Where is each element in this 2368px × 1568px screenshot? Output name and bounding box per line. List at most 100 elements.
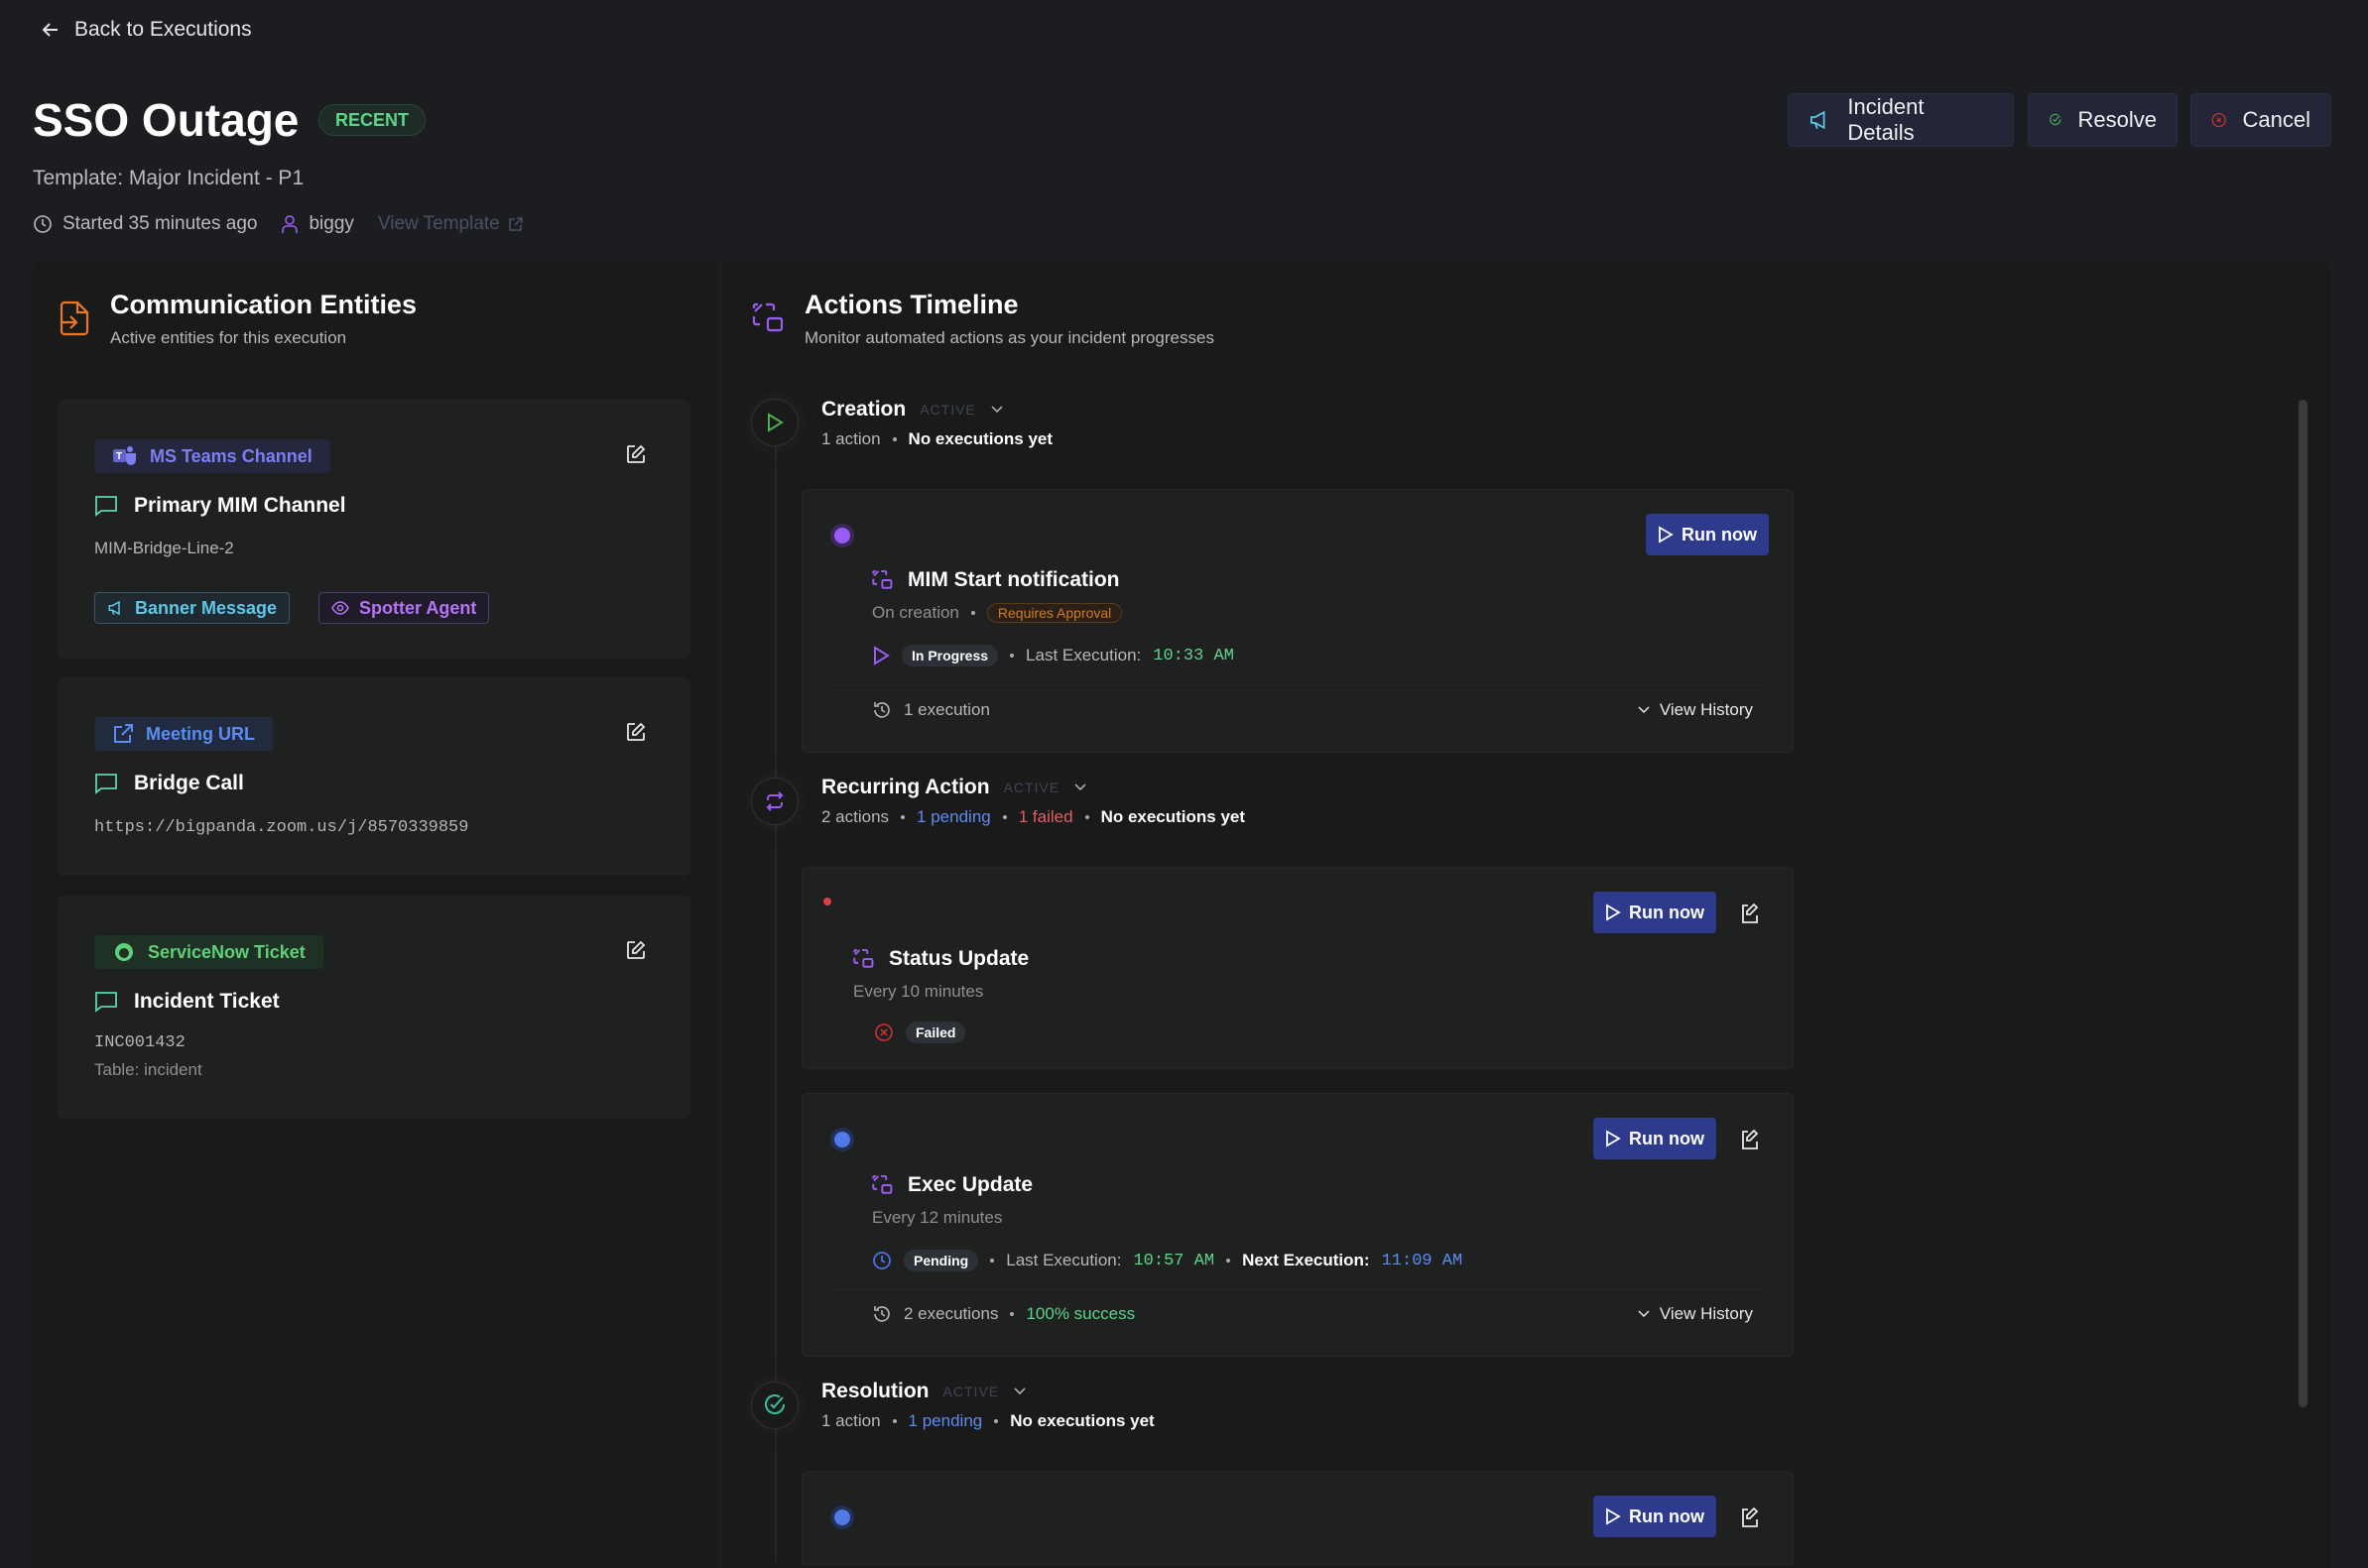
action-status: Pending Last Execution: 10:57 AM Next Ex… [872, 1250, 1462, 1271]
failed-count: 1 failed [1018, 807, 1073, 826]
view-history-label: View History [1659, 1304, 1753, 1323]
page-title: SSO Outage [33, 94, 300, 146]
stage-name: Creation [821, 398, 907, 421]
edit-icon[interactable] [626, 444, 646, 464]
stage-resolution-marker [751, 1382, 799, 1429]
incident-details-button[interactable]: Incident Details [1788, 93, 2014, 147]
action-status: Failed [874, 1022, 966, 1043]
edit-icon[interactable] [1740, 1129, 1760, 1150]
run-now-label: Run now [1629, 902, 1704, 922]
user-icon [282, 215, 299, 233]
edit-icon[interactable] [1740, 903, 1760, 924]
cancel-button[interactable]: Cancel [2190, 93, 2331, 147]
run-now-button[interactable]: Run now [1593, 1496, 1716, 1537]
megaphone-icon [108, 600, 120, 616]
file-export-icon [60, 301, 89, 336]
repeat-icon [766, 791, 784, 811]
action-trigger: Every 10 minutes [853, 982, 983, 1002]
last-execution-time: 10:57 AM [1133, 1251, 1215, 1270]
entity-name: Incident Ticket [94, 990, 280, 1014]
play-icon [1606, 1508, 1621, 1525]
x-circle-icon [875, 1024, 893, 1041]
view-history-button[interactable]: View History [1638, 1304, 1753, 1324]
action-name: Exec Update [908, 1173, 1034, 1196]
banner-message-chip[interactable]: Banner Message [94, 592, 291, 624]
scrollbar[interactable] [2299, 400, 2307, 1407]
stage-state: ACTIVE [920, 402, 976, 418]
timeline-line [775, 422, 777, 1562]
user-name: biggy [309, 213, 354, 234]
action-title: Status Update [853, 947, 1029, 971]
stage-header[interactable]: Resolution ACTIVE [821, 1380, 1027, 1403]
spotter-agent-chip[interactable]: Spotter Agent [318, 592, 490, 624]
back-to-executions-link[interactable]: Back to Executions [41, 18, 252, 42]
message-square-icon [95, 992, 117, 1013]
divider [832, 1288, 1763, 1289]
next-execution-time: 11:09 AM [1381, 1251, 1463, 1270]
trigger-label: Every 10 minutes [853, 982, 984, 1001]
entity-type-label: Meeting URL [146, 723, 255, 744]
execution-meta: Started 35 minutes ago biggy View Templa… [33, 213, 524, 235]
entity-name-label: Incident Ticket [134, 990, 280, 1013]
eye-icon [331, 601, 349, 615]
status-dot [823, 898, 831, 905]
action-trigger: Every 12 minutes [872, 1208, 1002, 1228]
action-name: Status Update [889, 947, 1030, 970]
run-now-button[interactable]: Run now [1593, 1118, 1716, 1159]
execution-summary: No executions yet [1100, 807, 1246, 826]
run-now-button[interactable]: Run now [1593, 892, 1716, 933]
stage-summary: 1 action 1 pending No executions yet [821, 1411, 1155, 1431]
entity-name: Primary MIM Channel [94, 494, 346, 518]
workflow-icon [752, 302, 784, 332]
stage-header[interactable]: Recurring Action ACTIVE [821, 776, 1087, 799]
action-card: Run now Exec Update Every 12 minutes Pen… [802, 1093, 1794, 1357]
last-execution-time: 10:33 AM [1153, 646, 1234, 665]
meeting-url[interactable]: https://bigpanda.zoom.us/j/8570339859 [94, 818, 469, 837]
requires-approval-badge: Requires Approval [986, 603, 1123, 623]
clock-icon [34, 215, 52, 233]
action-count: 1 action [821, 1411, 881, 1430]
stage-recurring-marker [751, 778, 799, 825]
status-dot [834, 1509, 850, 1525]
entity-card: Meeting URL Bridge Call https://bigpanda… [58, 677, 690, 876]
message-square-icon [95, 496, 117, 517]
action-trigger: On creation Requires Approval [872, 603, 1123, 623]
chip-label: Spotter Agent [359, 597, 477, 618]
workflow-icon [872, 1174, 893, 1194]
entity-name: Bridge Call [94, 772, 244, 795]
action-title: Exec Update [872, 1173, 1033, 1197]
history-icon [874, 1306, 890, 1322]
edit-icon[interactable] [626, 722, 646, 742]
communication-entities-panel: Communication Entities Active entities f… [33, 263, 718, 1568]
stage-header[interactable]: Creation ACTIVE [821, 398, 1004, 422]
run-now-label: Run now [1682, 524, 1757, 544]
resolve-button[interactable]: Resolve [2028, 93, 2178, 147]
stage-name: Recurring Action [821, 776, 990, 798]
entity-type-label: ServiceNow Ticket [148, 941, 306, 962]
run-now-label: Run now [1629, 1506, 1704, 1526]
workflow-icon [872, 569, 893, 589]
chip-label: Banner Message [135, 597, 278, 618]
entity-type-label: MS Teams Channel [150, 445, 312, 466]
message-square-icon [95, 774, 117, 794]
x-circle-icon [2211, 112, 2226, 128]
stage-summary: 2 actions 1 pending 1 failed No executio… [821, 807, 1245, 827]
play-icon [1659, 526, 1674, 543]
trigger-label: On creation [872, 603, 959, 622]
entity-type-tag: ServiceNow Ticket [94, 935, 323, 969]
entity-card: ServiceNow Ticket Incident Ticket INC001… [58, 896, 690, 1119]
view-history-button[interactable]: View History [1638, 700, 1753, 720]
play-icon [1606, 1130, 1621, 1147]
entity-type-tag: T MS Teams Channel [94, 439, 330, 473]
external-link-icon [509, 217, 523, 231]
status-pill: Failed [906, 1022, 966, 1043]
view-template-link[interactable]: View Template [378, 213, 524, 235]
stage-name: Resolution [821, 1380, 930, 1402]
edit-icon[interactable] [1740, 1507, 1760, 1528]
run-now-button[interactable]: Run now [1646, 514, 1769, 555]
ticket-table: Table: incident [94, 1060, 202, 1079]
execution-summary: No executions yet [1010, 1411, 1155, 1430]
action-card: Run now MIM Start notification On creati… [802, 489, 1794, 753]
ms-teams-icon: T [113, 446, 136, 465]
edit-icon[interactable] [626, 940, 646, 960]
